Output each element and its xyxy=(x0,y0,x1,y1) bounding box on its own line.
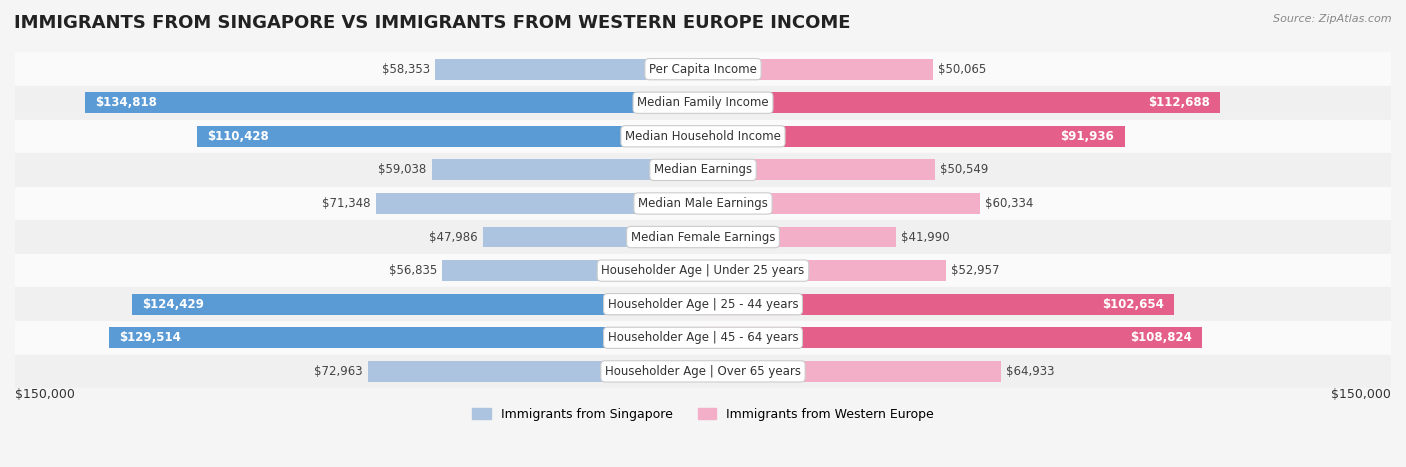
Text: $129,514: $129,514 xyxy=(120,331,181,344)
Bar xyxy=(15,287,1391,321)
Bar xyxy=(703,260,946,281)
Bar xyxy=(703,92,1220,113)
Bar xyxy=(15,52,1391,86)
Bar xyxy=(15,220,1391,254)
Text: $91,936: $91,936 xyxy=(1060,130,1115,143)
Bar xyxy=(703,59,932,79)
Bar xyxy=(15,120,1391,153)
Bar xyxy=(703,361,1001,382)
Text: $134,818: $134,818 xyxy=(96,96,157,109)
Legend: Immigrants from Singapore, Immigrants from Western Europe: Immigrants from Singapore, Immigrants fr… xyxy=(467,403,939,425)
Text: $47,986: $47,986 xyxy=(429,231,478,244)
Text: $50,549: $50,549 xyxy=(941,163,988,177)
Text: $59,038: $59,038 xyxy=(378,163,426,177)
Text: $52,957: $52,957 xyxy=(952,264,1000,277)
Bar xyxy=(703,159,935,180)
Bar xyxy=(703,193,980,214)
Text: $150,000: $150,000 xyxy=(15,388,75,401)
Text: $41,990: $41,990 xyxy=(901,231,949,244)
Text: Householder Age | Over 65 years: Householder Age | Over 65 years xyxy=(605,365,801,378)
Text: Median Household Income: Median Household Income xyxy=(626,130,780,143)
Text: $56,835: $56,835 xyxy=(388,264,437,277)
Text: Median Male Earnings: Median Male Earnings xyxy=(638,197,768,210)
Text: $102,654: $102,654 xyxy=(1102,297,1164,311)
Text: Median Female Earnings: Median Female Earnings xyxy=(631,231,775,244)
Text: $112,688: $112,688 xyxy=(1147,96,1209,109)
Bar xyxy=(84,92,703,113)
Bar xyxy=(15,354,1391,388)
Bar xyxy=(432,159,703,180)
Bar xyxy=(108,327,703,348)
Text: $71,348: $71,348 xyxy=(322,197,370,210)
Text: Source: ZipAtlas.com: Source: ZipAtlas.com xyxy=(1274,14,1392,24)
Text: Median Earnings: Median Earnings xyxy=(654,163,752,177)
Bar xyxy=(375,193,703,214)
Bar xyxy=(703,126,1125,147)
Text: Per Capita Income: Per Capita Income xyxy=(650,63,756,76)
Text: $58,353: $58,353 xyxy=(381,63,430,76)
Text: Householder Age | 25 - 44 years: Householder Age | 25 - 44 years xyxy=(607,297,799,311)
Text: $64,933: $64,933 xyxy=(1007,365,1054,378)
Text: Median Family Income: Median Family Income xyxy=(637,96,769,109)
Text: $72,963: $72,963 xyxy=(314,365,363,378)
Bar xyxy=(703,294,1174,315)
Bar xyxy=(132,294,703,315)
Text: $124,429: $124,429 xyxy=(142,297,204,311)
Bar xyxy=(436,59,703,79)
Text: Householder Age | Under 25 years: Householder Age | Under 25 years xyxy=(602,264,804,277)
Bar xyxy=(197,126,703,147)
Bar xyxy=(15,254,1391,287)
Bar xyxy=(443,260,703,281)
Bar xyxy=(368,361,703,382)
Text: $60,334: $60,334 xyxy=(986,197,1033,210)
Text: Householder Age | 45 - 64 years: Householder Age | 45 - 64 years xyxy=(607,331,799,344)
Bar xyxy=(15,187,1391,220)
Text: $150,000: $150,000 xyxy=(1331,388,1391,401)
Bar xyxy=(703,327,1202,348)
Bar xyxy=(482,226,703,248)
Text: IMMIGRANTS FROM SINGAPORE VS IMMIGRANTS FROM WESTERN EUROPE INCOME: IMMIGRANTS FROM SINGAPORE VS IMMIGRANTS … xyxy=(14,14,851,32)
Bar xyxy=(15,153,1391,187)
Bar xyxy=(15,321,1391,354)
Bar xyxy=(703,226,896,248)
Text: $110,428: $110,428 xyxy=(207,130,269,143)
Text: $108,824: $108,824 xyxy=(1130,331,1192,344)
Text: $50,065: $50,065 xyxy=(938,63,987,76)
Bar xyxy=(15,86,1391,120)
